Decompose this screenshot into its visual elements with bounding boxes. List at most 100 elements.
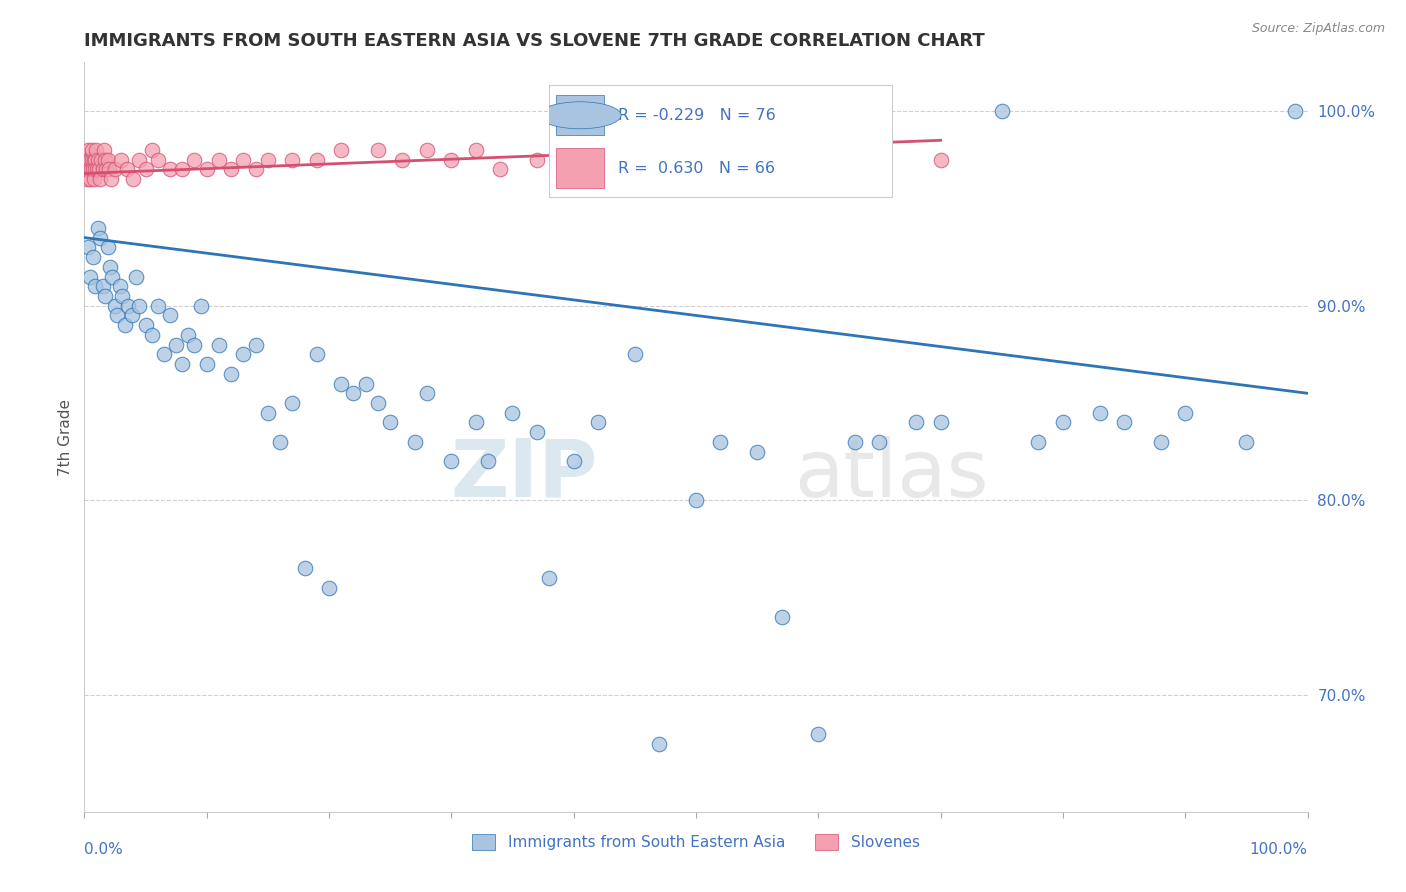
- Point: [195, 162, 218, 177]
- Point: [76, 172, 98, 186]
- Point: [111, 289, 134, 303]
- Point: [1088, 406, 1111, 420]
- Point: [195, 357, 218, 371]
- Point: [125, 269, 148, 284]
- Point: [96, 162, 118, 177]
- Point: [172, 162, 194, 177]
- Point: [97, 153, 120, 167]
- Point: [219, 367, 242, 381]
- Point: [747, 143, 769, 157]
- Point: [257, 406, 280, 420]
- Point: [91, 162, 114, 177]
- Point: [84, 143, 107, 157]
- Point: [929, 153, 952, 167]
- Point: [177, 327, 200, 342]
- Point: [122, 172, 145, 186]
- Point: [97, 240, 120, 254]
- Point: [79, 269, 101, 284]
- Point: [770, 610, 793, 624]
- Point: [342, 386, 364, 401]
- Point: [89, 172, 111, 186]
- Point: [84, 279, 107, 293]
- Text: ZIP: ZIP: [451, 435, 598, 514]
- Point: [354, 376, 377, 391]
- Point: [114, 318, 136, 333]
- Point: [391, 153, 413, 167]
- Point: [416, 143, 439, 157]
- Point: [991, 104, 1014, 119]
- Point: [77, 153, 100, 167]
- Point: [502, 406, 524, 420]
- Point: [208, 337, 231, 351]
- Point: [77, 143, 100, 157]
- Point: [94, 289, 117, 303]
- Point: [1052, 416, 1074, 430]
- Point: [489, 162, 512, 177]
- Point: [232, 153, 254, 167]
- Point: [94, 153, 117, 167]
- Point: [82, 162, 104, 177]
- Point: [380, 416, 402, 430]
- Point: [586, 416, 609, 430]
- Point: [91, 279, 114, 293]
- Point: [807, 153, 830, 167]
- Point: [905, 416, 928, 430]
- Point: [305, 347, 328, 361]
- Point: [685, 162, 707, 177]
- Point: [562, 153, 585, 167]
- Point: [77, 162, 100, 177]
- Point: [709, 434, 731, 449]
- Point: [104, 162, 127, 177]
- Point: [172, 357, 194, 371]
- Point: [93, 143, 115, 157]
- Point: [128, 299, 150, 313]
- Point: [245, 162, 267, 177]
- Point: [87, 153, 110, 167]
- Point: [219, 162, 242, 177]
- Point: [294, 561, 316, 575]
- Point: [76, 162, 98, 177]
- Point: [80, 162, 103, 177]
- Point: [73, 153, 96, 167]
- Point: [121, 309, 143, 323]
- Point: [404, 434, 426, 449]
- Legend: Immigrants from South Eastern Asia, Slovenes: Immigrants from South Eastern Asia, Slov…: [467, 829, 925, 856]
- Point: [108, 279, 131, 293]
- Point: [929, 416, 952, 430]
- Point: [82, 143, 104, 157]
- Point: [110, 153, 132, 167]
- Point: [75, 162, 97, 177]
- Text: Source: ZipAtlas.com: Source: ZipAtlas.com: [1251, 22, 1385, 36]
- Point: [624, 347, 647, 361]
- Point: [648, 153, 671, 167]
- Point: [146, 299, 169, 313]
- Point: [367, 396, 389, 410]
- Point: [599, 143, 621, 157]
- Point: [183, 337, 205, 351]
- Point: [183, 153, 205, 167]
- Point: [165, 337, 187, 351]
- Point: [117, 299, 139, 313]
- Point: [685, 493, 707, 508]
- Point: [86, 162, 108, 177]
- Point: [101, 269, 124, 284]
- Point: [104, 299, 127, 313]
- Point: [464, 143, 486, 157]
- Point: [648, 737, 671, 751]
- Point: [159, 162, 181, 177]
- Point: [190, 299, 212, 313]
- Text: 0.0%: 0.0%: [84, 842, 124, 856]
- Point: [87, 220, 110, 235]
- Point: [281, 153, 304, 167]
- Point: [245, 337, 267, 351]
- Point: [146, 153, 169, 167]
- Point: [1028, 434, 1050, 449]
- Point: [440, 454, 463, 468]
- Point: [464, 416, 486, 430]
- Point: [141, 327, 163, 342]
- Point: [87, 162, 110, 177]
- Text: IMMIGRANTS FROM SOUTH EASTERN ASIA VS SLOVENE 7TH GRADE CORRELATION CHART: IMMIGRANTS FROM SOUTH EASTERN ASIA VS SL…: [84, 32, 986, 50]
- Y-axis label: 7th Grade: 7th Grade: [58, 399, 73, 475]
- Point: [141, 143, 163, 157]
- Point: [269, 434, 291, 449]
